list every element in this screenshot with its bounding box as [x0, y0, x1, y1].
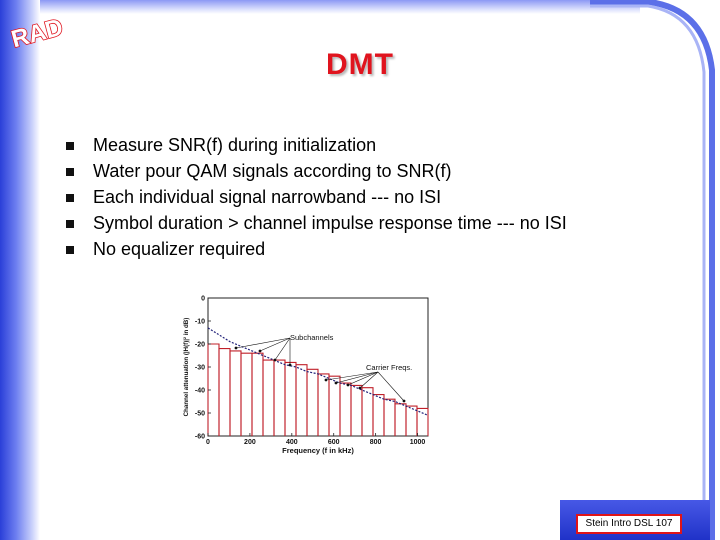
bullet-text: No equalizer required — [93, 239, 266, 259]
bullet-square-icon — [66, 220, 74, 228]
bullet-square-icon — [66, 168, 74, 176]
bullet-item: No equalizer required — [64, 236, 567, 262]
bullet-square-icon — [66, 142, 74, 150]
rad-logo-text: RAD — [9, 14, 66, 52]
annotation-arrow — [335, 371, 379, 384]
bullet-item: Each individual signal narrowband --- no… — [64, 184, 567, 210]
x-tick-label: 600 — [328, 439, 340, 446]
annotation-arrow — [274, 337, 291, 361]
slide-title: DMT — [326, 48, 394, 81]
annotation-arrow — [235, 337, 291, 349]
x-tick-label: 200 — [244, 439, 256, 446]
annotation-arrowhead — [234, 346, 238, 350]
x-tick-label: 400 — [286, 439, 298, 446]
bullet-text: Each individual signal narrowband --- no… — [93, 187, 442, 207]
bullet-item: Measure SNR(f) during initialization — [64, 132, 567, 158]
annotation-arrowhead — [358, 386, 362, 390]
annotation-arrow — [259, 337, 291, 352]
annotation-arrowhead — [273, 358, 277, 362]
bullet-square-icon — [66, 246, 74, 254]
annotation-arrow — [377, 371, 405, 402]
annotation-arrowhead — [288, 363, 292, 367]
y-axis-label: Channel attenuation (|H(f)|² in dB) — [183, 318, 190, 417]
corner-decorative-curve — [590, 0, 715, 540]
bullet-list: Measure SNR(f) during initialization Wat… — [64, 132, 567, 262]
bullet-text: Water pour QAM signals according to SNR(… — [93, 161, 452, 181]
y-tick-label: -20 — [195, 342, 205, 349]
bullet-item: Water pour QAM signals according to SNR(… — [64, 158, 567, 184]
rad-logo: RAD — [8, 14, 67, 52]
annotation-arrowhead — [324, 378, 328, 382]
y-tick-label: -60 — [195, 434, 205, 441]
bullet-text: Measure SNR(f) during initialization — [93, 135, 377, 155]
annotation-arrow — [325, 371, 379, 381]
channel-attenuation-figure: 0 200 400 600 800 1000 0 -10 -20 -30 -40 -50 -60 Freq… — [183, 296, 429, 455]
x-tick-label: 1000 — [410, 439, 426, 446]
y-tick-label: -40 — [195, 388, 205, 395]
annotation-arrowhead — [258, 349, 262, 353]
annotation-arrowhead — [402, 399, 406, 403]
subchannels-annotation: Subchannels — [290, 333, 334, 342]
x-axis-label: Frequency (f in kHz) — [282, 446, 354, 455]
left-decorative-stripe — [0, 0, 40, 540]
subchannel-bar — [416, 407, 429, 436]
x-tick-label: 0 — [206, 439, 210, 446]
y-tick-label: -50 — [195, 411, 205, 418]
y-tick-label: -10 — [195, 319, 205, 326]
bullet-square-icon — [66, 194, 74, 202]
bullet-item: Symbol duration > channel impulse respon… — [64, 210, 567, 236]
y-tick-label: -30 — [195, 365, 205, 372]
top-decorative-band — [40, 0, 640, 14]
annotation-arrowhead — [334, 381, 338, 385]
attenuation-curve — [207, 327, 429, 416]
annotation-arrow — [347, 371, 379, 386]
annotation-arrowhead — [346, 383, 350, 387]
bullet-text: Symbol duration > channel impulse respon… — [93, 213, 567, 233]
x-tick-label: 800 — [370, 439, 382, 446]
y-tick-label: 0 — [201, 296, 205, 303]
annotation-arrow — [359, 371, 379, 389]
footer-label: Stein Intro DSL 107 — [576, 514, 682, 534]
carrier-freqs-annotation: Carrier Freqs. — [366, 363, 412, 372]
